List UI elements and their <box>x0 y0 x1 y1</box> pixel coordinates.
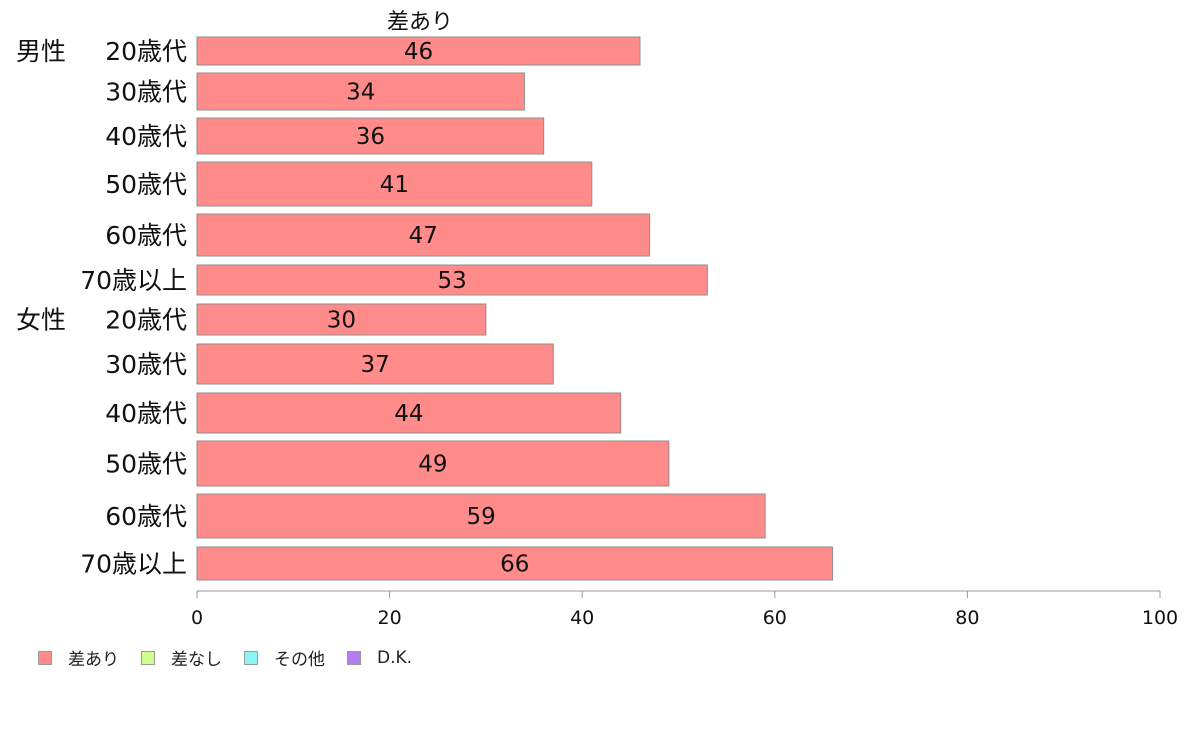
category-label: 50歳代 <box>105 450 187 479</box>
bar <box>196 264 708 296</box>
category-label: 30歳代 <box>105 78 187 107</box>
bar <box>196 343 554 385</box>
legend-label: D.K. <box>377 647 413 668</box>
legend-swatch <box>141 650 155 665</box>
category-label: 60歳代 <box>105 502 187 531</box>
x-tick-label: 100 <box>1142 607 1178 629</box>
bar-value-label: 34 <box>346 80 375 106</box>
legend: 差あり 差なし その他 D.K. <box>38 645 434 670</box>
bar-value-label: 46 <box>404 39 433 65</box>
legend-label: その他 <box>274 650 325 670</box>
bar-value-label: 44 <box>394 401 423 427</box>
bar-value-label: 53 <box>438 268 467 294</box>
category-label: 50歳代 <box>105 170 187 199</box>
bar-value-label: 37 <box>361 352 390 378</box>
x-tick-label: 80 <box>955 607 979 629</box>
bar-value-label: 30 <box>327 308 356 334</box>
category-label: 70歳以上 <box>80 266 187 295</box>
bar <box>196 161 593 207</box>
legend-label: 差なし <box>171 650 222 670</box>
bar-value-label: 66 <box>500 552 529 578</box>
bar-value-label: 59 <box>466 504 495 530</box>
category-label: 20歳代 <box>105 306 187 335</box>
legend-label: 差あり <box>68 650 119 670</box>
bar <box>196 392 622 434</box>
chart-title: 差あり <box>386 10 453 35</box>
category-label: 70歳以上 <box>80 550 187 579</box>
category-label: 30歳代 <box>105 350 187 379</box>
bar <box>196 213 651 257</box>
bar-value-label: 36 <box>356 124 385 150</box>
legend-item-dk: D.K. <box>347 645 412 670</box>
legend-item-sa-nashi: 差なし <box>141 645 222 670</box>
x-tick-label: 20 <box>378 607 402 629</box>
bar <box>196 440 670 487</box>
bar <box>196 303 487 336</box>
category-label: 20歳代 <box>105 37 187 66</box>
x-tick-label: 40 <box>570 607 594 629</box>
bar-value-label: 47 <box>409 223 438 249</box>
group-label: 女性 <box>16 306 66 335</box>
legend-item-sa-ari: 差あり <box>38 645 119 670</box>
bar-value-label: 49 <box>418 452 447 478</box>
x-tick-label: 0 <box>191 607 203 629</box>
category-label: 60歳代 <box>105 221 187 250</box>
bar <box>196 117 545 155</box>
bar-value-label: 41 <box>380 172 409 198</box>
bar <box>196 36 641 66</box>
group-label: 男性 <box>16 37 66 66</box>
bar-chart: 46 20歳代 男性 34 30歳代 36 40歳代 41 50歳代 47 60歳代 53 70歳以上 3… <box>16 36 1178 629</box>
bar <box>196 546 834 581</box>
category-label: 40歳代 <box>105 122 187 151</box>
legend-swatch <box>244 650 258 665</box>
legend-item-sonota: その他 <box>244 645 325 670</box>
legend-swatch <box>38 650 52 665</box>
bar <box>196 72 525 111</box>
category-label: 40歳代 <box>105 399 187 428</box>
legend-swatch <box>347 650 361 665</box>
bar <box>196 493 766 539</box>
x-tick-label: 60 <box>763 607 787 629</box>
